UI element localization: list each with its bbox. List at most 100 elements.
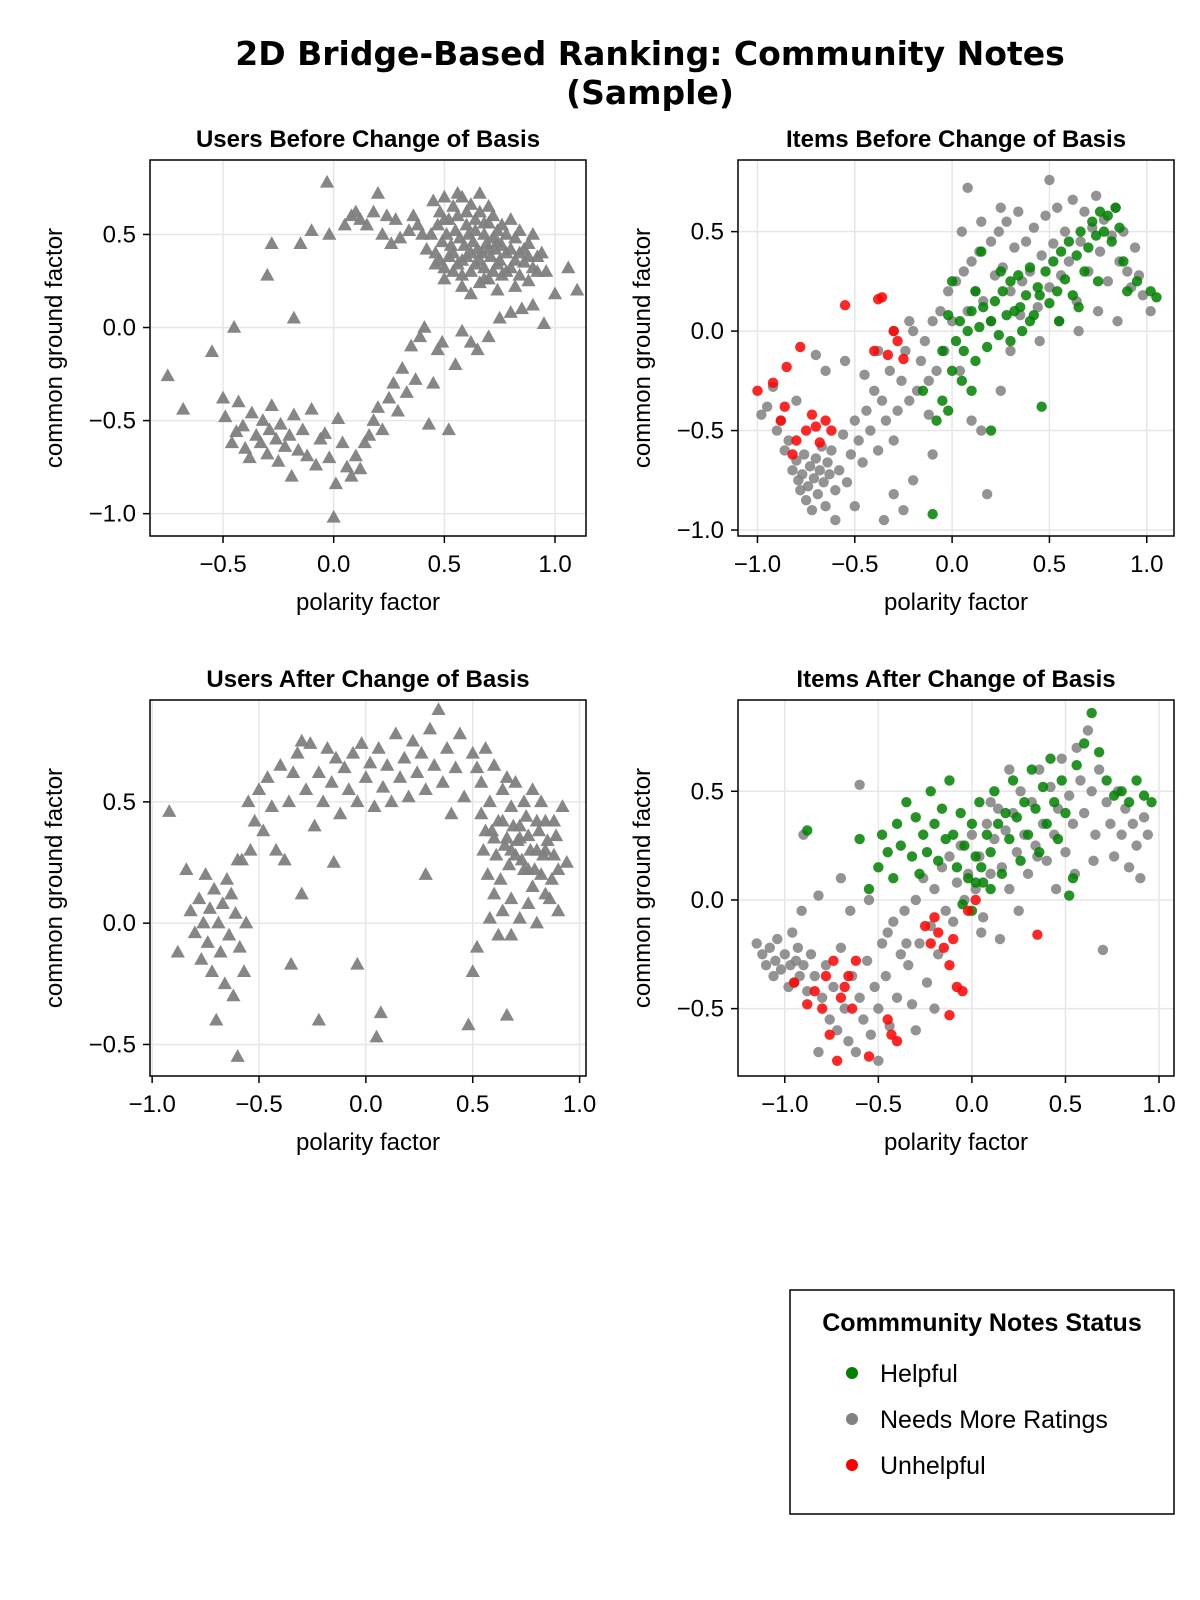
data-point-helpful bbox=[956, 375, 968, 387]
data-point-unhelpful bbox=[810, 421, 822, 432]
data-point-helpful bbox=[978, 302, 989, 313]
data-point-users bbox=[281, 794, 297, 808]
data-point-users bbox=[529, 813, 544, 827]
data-point-users bbox=[499, 830, 515, 844]
x-tick-label: −0.5 bbox=[199, 551, 246, 578]
data-point-users bbox=[548, 828, 564, 842]
data-point-unhelpful bbox=[1032, 929, 1043, 940]
data-point-needs-more-ratings bbox=[761, 401, 773, 412]
data-point-users bbox=[422, 721, 438, 735]
data-point-helpful bbox=[985, 315, 997, 327]
data-point-users bbox=[506, 818, 521, 832]
data-point-users bbox=[540, 833, 555, 846]
data-point-users bbox=[255, 413, 270, 426]
data-point-needs-more-ratings bbox=[764, 942, 776, 953]
data-point-helpful bbox=[955, 807, 966, 819]
data-point-needs-more-ratings bbox=[1131, 840, 1142, 851]
data-point-users bbox=[503, 305, 518, 318]
data-point-unhelpful bbox=[929, 912, 940, 923]
data-point-users bbox=[551, 862, 566, 876]
data-point-users bbox=[525, 782, 540, 796]
data-point-helpful bbox=[1037, 781, 1049, 793]
data-point-users bbox=[499, 1007, 515, 1021]
data-point-users bbox=[477, 226, 492, 240]
data-point-helpful bbox=[854, 833, 865, 845]
data-point-users bbox=[490, 234, 505, 248]
data-point-needs-more-ratings bbox=[802, 481, 814, 492]
data-point-users bbox=[443, 238, 459, 251]
data-point-helpful bbox=[1146, 796, 1157, 808]
data-point-needs-more-ratings bbox=[1028, 222, 1040, 233]
data-point-users bbox=[253, 435, 268, 449]
data-point-users bbox=[538, 842, 553, 856]
data-point-users bbox=[264, 799, 279, 812]
data-point-users bbox=[320, 741, 335, 754]
data-point-needs-more-ratings bbox=[1004, 764, 1015, 775]
data-point-unhelpful bbox=[752, 385, 763, 396]
data-point-users bbox=[384, 236, 399, 250]
data-point-users bbox=[454, 267, 470, 281]
data-point-users bbox=[468, 212, 483, 225]
data-point-users bbox=[459, 217, 474, 231]
x-tick-label: −0.5 bbox=[855, 1091, 902, 1118]
data-point-users bbox=[260, 446, 275, 460]
data-point-needs-more-ratings bbox=[921, 977, 933, 988]
data-point-helpful bbox=[995, 266, 1006, 277]
panel-1: −0.5 0.0 0.5 1.0 −1.0 −0.5 0.0 0.5 Users Before … bbox=[41, 126, 587, 616]
data-point-helpful bbox=[1071, 760, 1082, 771]
data-point-users bbox=[494, 217, 510, 231]
data-point-needs-more-ratings bbox=[830, 514, 841, 526]
data-point-unhelpful bbox=[892, 335, 903, 347]
data-point-helpful bbox=[1059, 274, 1071, 285]
data-point-needs-more-ratings bbox=[891, 992, 903, 1003]
data-point-needs-more-ratings bbox=[756, 409, 767, 420]
data-point-helpful bbox=[1092, 276, 1104, 287]
data-point-unhelpful bbox=[888, 325, 899, 337]
data-point-users bbox=[295, 422, 310, 436]
data-point-needs-more-ratings bbox=[901, 938, 912, 949]
data-point-users bbox=[350, 956, 365, 970]
data-point-users bbox=[284, 468, 299, 482]
y-tick-label: −1.0 bbox=[677, 517, 724, 544]
data-point-users bbox=[243, 842, 258, 856]
legend-marker-needs-more-ratings bbox=[846, 1413, 858, 1425]
data-point-needs-more-ratings bbox=[976, 425, 987, 436]
data-point-needs-more-ratings bbox=[1127, 818, 1139, 830]
data-point-users bbox=[437, 189, 452, 203]
data-point-users bbox=[478, 823, 493, 837]
data-point-users bbox=[354, 736, 369, 749]
data-point-users bbox=[194, 952, 209, 965]
data-point-users bbox=[373, 1005, 388, 1019]
data-point-needs-more-ratings bbox=[792, 942, 804, 953]
data-point-users bbox=[503, 260, 518, 274]
data-point-needs-more-ratings bbox=[771, 425, 783, 436]
data-point-users bbox=[384, 794, 399, 808]
data-point-needs-more-ratings bbox=[820, 500, 831, 512]
data-point-unhelpful bbox=[767, 377, 779, 389]
data-point-users bbox=[410, 765, 425, 779]
data-point-helpful bbox=[1005, 276, 1016, 287]
data-point-helpful bbox=[992, 818, 1004, 830]
data-point-needs-more-ratings bbox=[1082, 725, 1094, 736]
x-tick-label: −0.5 bbox=[831, 551, 878, 578]
data-point-helpful bbox=[1151, 292, 1162, 303]
data-point-users bbox=[437, 260, 452, 274]
data-point-needs-more-ratings bbox=[966, 415, 977, 426]
data-point-helpful bbox=[1011, 812, 1023, 823]
panel-title: Items After Change of Basis bbox=[796, 666, 1115, 693]
data-point-users bbox=[363, 755, 378, 769]
data-point-users bbox=[286, 765, 301, 779]
data-point-needs-more-ratings bbox=[900, 345, 911, 357]
data-point-users bbox=[437, 271, 452, 285]
data-point-helpful bbox=[981, 829, 993, 840]
data-point-users bbox=[491, 927, 506, 941]
x-tick-label: 1.0 bbox=[563, 1091, 596, 1118]
data-point-users bbox=[260, 770, 275, 783]
data-point-users bbox=[304, 401, 319, 415]
data-point-helpful bbox=[1004, 833, 1015, 845]
data-point-helpful bbox=[876, 829, 888, 840]
data-point-helpful bbox=[1044, 298, 1055, 309]
data-point-users bbox=[268, 842, 284, 856]
data-point-users bbox=[499, 245, 514, 259]
data-point-users bbox=[421, 416, 436, 430]
